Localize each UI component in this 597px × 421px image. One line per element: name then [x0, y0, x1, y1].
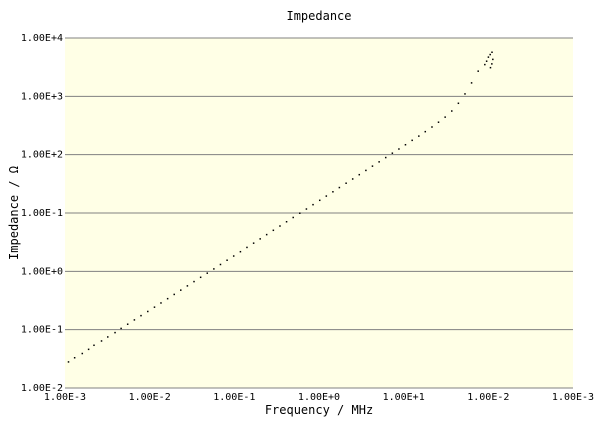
data-point	[378, 161, 380, 163]
x-tick-label: 1.00E+0	[298, 392, 340, 403]
data-point	[73, 357, 76, 359]
data-point	[126, 323, 129, 325]
data-point	[107, 336, 109, 338]
x-tick-label: 1.00E-1	[213, 392, 255, 403]
y-tick-label: 1.00E-2	[21, 383, 63, 394]
data-point	[93, 344, 95, 347]
data-point	[325, 195, 328, 197]
data-point	[265, 233, 268, 236]
y-tick-label: 1.00E-1	[21, 325, 63, 336]
data-point	[219, 263, 222, 266]
data-point	[180, 289, 182, 291]
data-point	[193, 280, 195, 283]
data-point	[444, 116, 446, 118]
data-point	[485, 60, 488, 62]
data-point	[246, 246, 248, 249]
data-point	[431, 126, 433, 128]
data-point	[186, 285, 189, 287]
data-point	[318, 199, 321, 202]
x-axis-title: Frequency / MHz	[265, 403, 373, 417]
data-points	[67, 51, 494, 363]
x-tick-label: 1.00E-2	[467, 392, 509, 403]
y-tick-label: 1.00E-1	[21, 208, 63, 219]
data-point	[279, 225, 281, 227]
y-tick-label: 1.00E+3	[21, 91, 63, 102]
grid-lines	[65, 37, 573, 389]
data-point	[239, 250, 242, 253]
data-point	[477, 70, 479, 72]
data-point	[358, 173, 361, 176]
data-point	[173, 293, 175, 296]
data-point	[206, 272, 209, 274]
data-point	[345, 182, 347, 184]
data-point	[67, 361, 70, 363]
y-axis-title: Impedance / Ω	[7, 166, 21, 260]
data-point	[232, 255, 235, 257]
x-tick-label: 1.00E-3	[44, 392, 86, 403]
data-point	[424, 130, 427, 133]
data-point	[285, 220, 288, 223]
data-point	[272, 229, 275, 232]
data-point	[160, 302, 162, 304]
data-point	[457, 102, 460, 105]
data-point	[418, 135, 420, 137]
data-point	[199, 276, 202, 279]
chart-title: Impedance	[286, 9, 351, 23]
data-point	[384, 156, 387, 159]
data-point	[371, 165, 374, 167]
data-point	[166, 297, 169, 300]
data-point	[491, 51, 493, 53]
data-point	[489, 66, 492, 69]
data-point	[332, 191, 334, 193]
data-point	[292, 216, 294, 219]
data-point	[299, 212, 301, 214]
data-point	[259, 238, 261, 240]
y-tick-label: 1.00E+4	[21, 33, 63, 44]
data-point	[114, 331, 116, 334]
y-tick-labels: 1.00E-2 1.00E-1 1.00E+0 1.00E-1 1.00E+2 1.00E…	[21, 33, 63, 394]
data-point	[87, 348, 90, 351]
data-point	[437, 121, 440, 123]
data-point	[391, 152, 394, 154]
data-point	[133, 319, 136, 321]
data-point	[404, 143, 407, 146]
data-point	[492, 58, 494, 61]
data-point	[338, 186, 341, 189]
data-point	[100, 340, 103, 342]
y-tick-label: 1.00E+2	[21, 150, 63, 161]
data-point	[484, 63, 486, 66]
data-point	[305, 208, 308, 210]
data-point	[147, 310, 149, 313]
x-tick-label: 1.00E+1	[383, 392, 425, 403]
data-point	[470, 82, 473, 84]
data-point	[213, 268, 215, 270]
data-point	[464, 93, 466, 95]
data-point	[487, 56, 490, 58]
data-point	[226, 259, 228, 261]
data-point	[81, 352, 84, 355]
x-tick-label: 1.00E-2	[129, 392, 171, 403]
data-point	[252, 242, 255, 244]
data-point	[489, 53, 491, 56]
data-point	[365, 169, 367, 172]
data-point	[140, 314, 142, 317]
data-point	[451, 110, 453, 112]
data-point	[153, 306, 156, 308]
y-tick-label: 1.00E+0	[21, 266, 63, 277]
data-point	[398, 148, 400, 150]
data-point	[491, 63, 493, 65]
data-point	[312, 203, 314, 206]
data-point	[411, 139, 413, 142]
data-point	[351, 178, 354, 180]
x-tick-labels: 1.00E-3 1.00E-2 1.00E-1 1.00E+0 1.00E+1 1.00E…	[44, 392, 594, 403]
data-point	[120, 327, 122, 330]
x-tick-label: 1.00E-3	[552, 392, 594, 403]
